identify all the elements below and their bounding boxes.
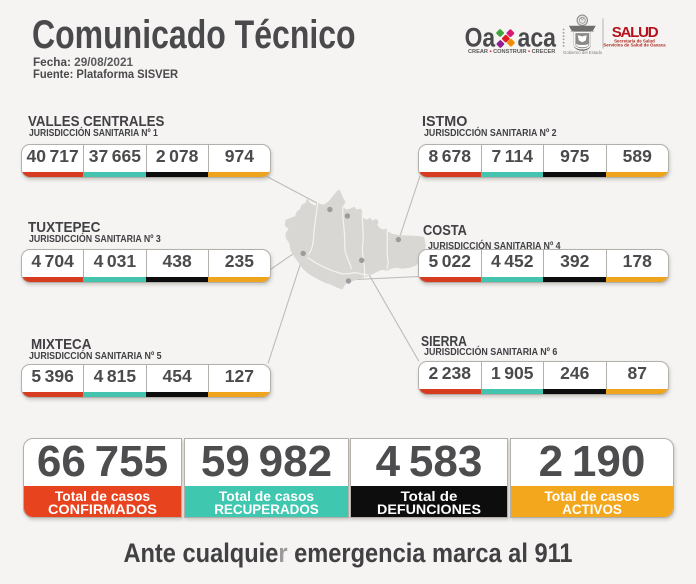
svg-text:Gobierno del Estado: Gobierno del Estado bbox=[563, 50, 603, 55]
svg-text:Secretaría de Salud: Secretaría de Salud bbox=[614, 39, 655, 44]
svg-text:SALUD: SALUD bbox=[612, 24, 659, 41]
svg-text:aca: aca bbox=[518, 22, 557, 52]
svg-text:CREAR • CONSTRUIR • CRECER: CREAR • CONSTRUIR • CRECER bbox=[468, 49, 555, 55]
svg-text:Oa: Oa bbox=[465, 22, 496, 52]
svg-text:Servicios de Salud de Oaxaca: Servicios de Salud de Oaxaca bbox=[603, 43, 666, 48]
